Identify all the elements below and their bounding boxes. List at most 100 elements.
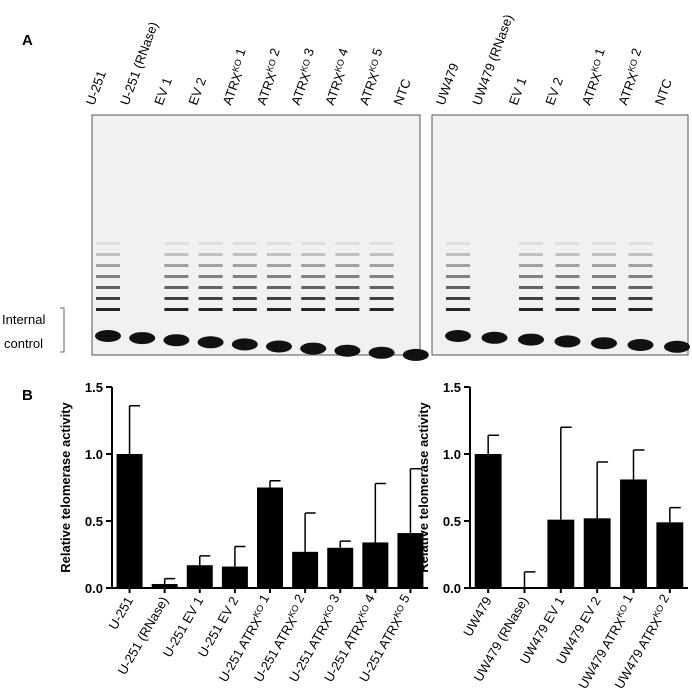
lane-label: EV 2: [185, 75, 209, 107]
gel-ladder-band: [446, 297, 470, 300]
gel-ladder-band: [446, 286, 470, 289]
gel-ladder-band: [96, 242, 120, 245]
gel-ladder-band: [301, 297, 326, 300]
lane-label: ATRXKO 4: [317, 46, 355, 107]
error-bar: [163, 577, 176, 584]
gel-ladder-band: [446, 275, 470, 278]
gel-ladder-band: [446, 308, 470, 311]
gel-ladder-band: [628, 308, 653, 311]
gel-ladder-band: [267, 242, 291, 245]
bar: [186, 565, 213, 588]
gel-ladder-band: [592, 275, 616, 278]
gel-ladder-band: [628, 286, 653, 289]
y-tick-label: 1.0: [85, 447, 103, 462]
gel-ladder-band: [369, 242, 394, 245]
bar: [620, 479, 647, 588]
gel-ladder-band: [446, 253, 470, 256]
y-tick-label: 0.0: [85, 581, 103, 596]
gel-ladder-band: [555, 275, 580, 278]
gel-ladder-band: [592, 286, 616, 289]
error-bar: [374, 482, 386, 543]
error-bar: [409, 467, 421, 534]
gel-ladder-band: [369, 308, 394, 311]
error-bar: [669, 506, 681, 523]
gel-ladder-band: [555, 242, 580, 245]
bracket: [60, 307, 65, 353]
gel-ladder-band: [267, 286, 291, 289]
gel-band: [445, 330, 471, 342]
gel-ladder-band: [555, 264, 580, 267]
gel-ladder-band: [335, 308, 360, 311]
bar: [362, 542, 389, 588]
gel-ladder-band: [335, 275, 360, 278]
gel-ladder-band: [519, 253, 543, 256]
bar: [116, 454, 143, 588]
gel-ladder-band: [592, 264, 616, 267]
gel-ladder-band: [335, 264, 360, 267]
gel-ladder-band: [369, 253, 394, 256]
gel-band: [554, 335, 581, 348]
gel-image: [91, 114, 421, 356]
gel-ladder-band: [592, 253, 616, 256]
gel-ladder-band: [198, 308, 223, 311]
panel-label: A: [22, 32, 33, 49]
x-tick-label: UW479 ATRXKO 2: [607, 592, 676, 692]
y-tick-label: 0.5: [443, 514, 461, 529]
gel-ladder-band: [369, 297, 394, 300]
error-bar: [560, 426, 572, 520]
bar: [583, 518, 611, 588]
gel-ladder-band: [555, 297, 580, 300]
gel-band: [591, 337, 617, 350]
gel-band: [300, 342, 327, 355]
gel-ladder-band: [198, 242, 223, 245]
gel-ladder-band: [519, 286, 543, 289]
error-bar: [269, 480, 281, 488]
gel-ladder-band: [335, 253, 360, 256]
bar: [397, 533, 424, 588]
gel-ladder-band: [301, 308, 326, 311]
bar: [221, 566, 248, 588]
x-tick-label: UW479: [460, 594, 495, 639]
gel-ladder-band: [232, 275, 257, 278]
gel-band: [197, 336, 224, 349]
error-bar: [199, 555, 211, 566]
gel-ladder-band: [198, 297, 223, 300]
gel-band: [368, 346, 395, 359]
gel-ladder-band: [232, 286, 257, 289]
gel-ladder-band: [267, 308, 291, 311]
gel-ladder-band: [369, 264, 394, 267]
error-bar: [304, 512, 316, 552]
gel-ladder-band: [335, 297, 360, 300]
gel-ladder-band: [96, 264, 120, 267]
gel-ladder-band: [198, 264, 223, 267]
gel-ladder-band: [519, 308, 543, 311]
lane-label: U-251: [83, 69, 109, 107]
gel-ladder-band: [592, 242, 616, 245]
error-bar: [128, 405, 141, 454]
gel-ladder-band: [164, 264, 189, 267]
x-tick-label: U-251: [105, 594, 136, 632]
gel-image: [431, 114, 689, 356]
gel-band: [334, 344, 361, 357]
y-tick-label: 1.5: [85, 380, 103, 395]
gel-ladder-band: [369, 275, 394, 278]
bar: [151, 583, 178, 588]
gel-ladder-band: [232, 297, 257, 300]
gel-band: [266, 340, 292, 353]
gel-ladder-band: [628, 264, 653, 267]
gel-ladder-band: [164, 286, 189, 289]
gel-ladder-band: [301, 275, 326, 278]
lane-label: EV 1: [151, 75, 175, 107]
gel-ladder-band: [519, 264, 543, 267]
gel-ladder-band: [267, 264, 291, 267]
lane-label: NTC: [391, 77, 414, 107]
lane-label: ATRXKO 3: [283, 46, 321, 107]
gel-ladder-band: [96, 308, 120, 311]
error-bar: [523, 571, 536, 588]
gel-ladder-band: [232, 242, 257, 245]
gel-ladder-band: [335, 242, 360, 245]
gel-ladder-band: [628, 253, 653, 256]
gel-ladder-band: [628, 275, 653, 278]
bar: [327, 547, 354, 588]
